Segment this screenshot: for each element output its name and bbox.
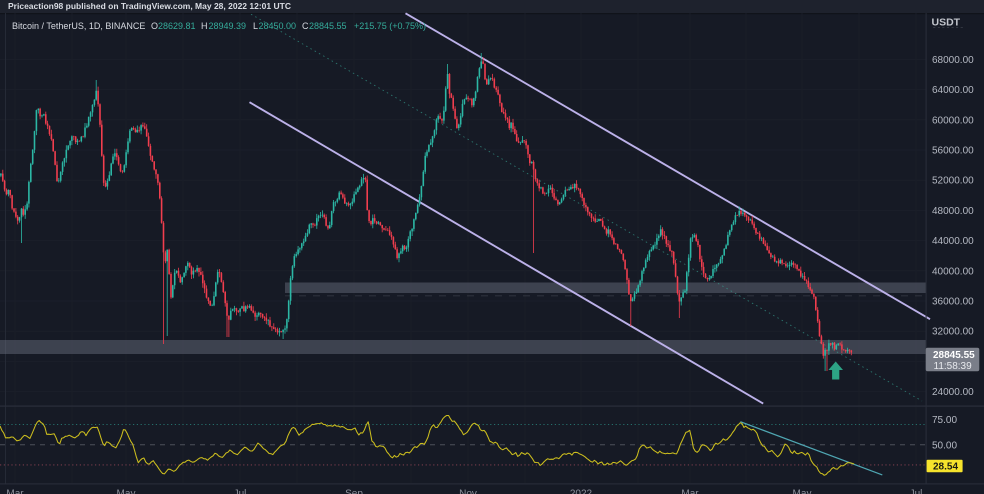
svg-text:Priceaction98 published on Tra: Priceaction98 published on TradingView.c… [8,1,291,11]
svg-text:O: O [151,21,158,31]
svg-text:48000.00: 48000.00 [932,206,974,217]
svg-text:May: May [117,489,136,494]
svg-text:2022: 2022 [570,489,593,494]
svg-text:Mar: Mar [6,489,24,494]
svg-text:60000.00: 60000.00 [932,115,974,126]
svg-text:H: H [201,21,208,31]
svg-text:64000.00: 64000.00 [932,85,974,96]
svg-text:USDT: USDT [932,17,961,29]
svg-text:68000.00: 68000.00 [932,55,974,66]
svg-text:Jul: Jul [234,489,247,494]
svg-text:28845.55: 28845.55 [309,21,347,31]
svg-text:52000.00: 52000.00 [932,176,974,187]
svg-text:Bitcoin / TetherUS, 1D, BINANC: Bitcoin / TetherUS, 1D, BINANCE [12,21,145,31]
svg-text:ˇ ˇ ˇ ˇ ˇ ˇ ˇ: ˇ ˇ ˇ ˇ ˇ ˇ ˇ [933,26,963,35]
svg-text:28450.00: 28450.00 [259,21,297,31]
svg-text:11:58:39: 11:58:39 [934,361,973,372]
svg-text:44000.00: 44000.00 [932,236,974,247]
svg-text:36000.00: 36000.00 [932,297,974,308]
svg-text:Sep: Sep [345,489,363,494]
svg-text:28949.39: 28949.39 [209,21,247,31]
svg-text:50.00: 50.00 [932,440,957,451]
svg-text:56000.00: 56000.00 [932,146,974,157]
svg-text:24000.00: 24000.00 [932,387,974,398]
svg-text:Nov: Nov [459,489,477,494]
svg-text:Mar: Mar [681,489,699,494]
svg-text:28845.55: 28845.55 [933,350,975,361]
svg-text:32000.00: 32000.00 [932,327,974,338]
svg-text:28629.81: 28629.81 [158,21,196,31]
svg-text:28.54: 28.54 [933,461,958,472]
svg-text:40000.00: 40000.00 [932,266,974,277]
svg-text:May: May [793,489,812,494]
svg-text:75.00: 75.00 [932,415,957,426]
svg-text:Jul: Jul [910,489,923,494]
svg-text:L: L [253,21,258,31]
svg-text:C: C [302,21,309,31]
svg-text:+215.75 (+0.75%): +215.75 (+0.75%) [354,21,426,31]
